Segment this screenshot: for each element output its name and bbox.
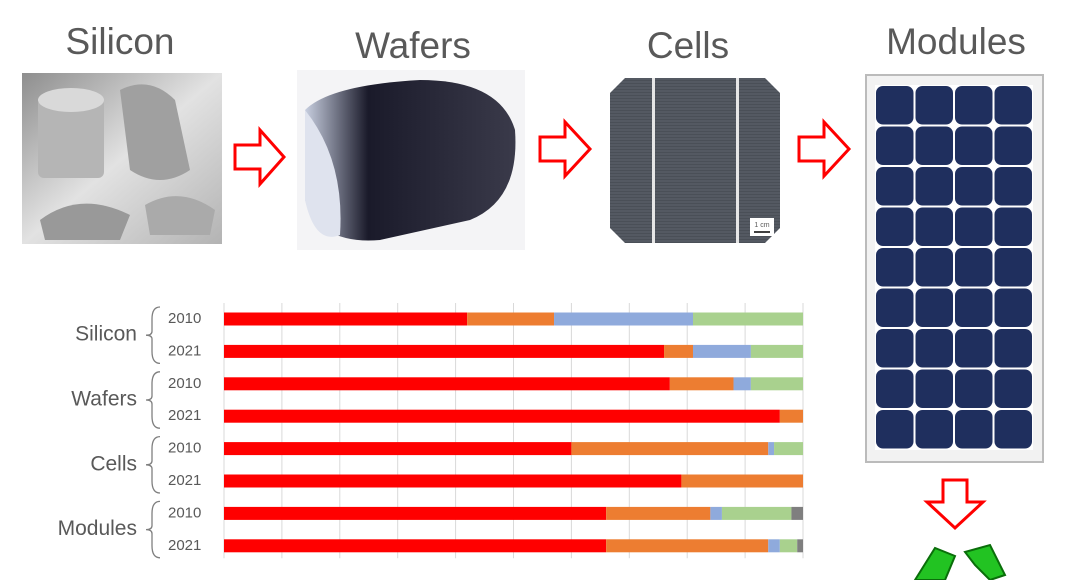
bar-segment xyxy=(224,442,572,456)
group-label: Modules xyxy=(58,517,137,540)
bar-segment xyxy=(224,312,468,326)
bar-segment xyxy=(721,506,792,520)
bar-segment xyxy=(692,312,803,326)
bar-segment xyxy=(224,409,780,423)
year-label: 2010 xyxy=(168,440,201,457)
silicon-image xyxy=(22,73,222,244)
recycle-icon xyxy=(913,543,1007,580)
bar-segment xyxy=(774,442,803,456)
bar-segment xyxy=(750,377,803,391)
cell-image: 1 cm xyxy=(610,78,780,243)
brace xyxy=(145,306,161,365)
year-label: 2021 xyxy=(168,407,201,424)
group-label: Cells xyxy=(90,452,137,475)
bar-segment xyxy=(554,312,693,326)
bar-segment xyxy=(224,539,607,553)
arrows xyxy=(233,118,987,531)
bar-segment xyxy=(606,539,769,553)
group-label: Wafers xyxy=(71,388,137,411)
bar-segment xyxy=(224,474,682,488)
bar-segment xyxy=(768,442,775,456)
year-label: 2010 xyxy=(168,375,201,392)
bar-segment xyxy=(224,506,607,520)
group-label: Silicon xyxy=(75,323,137,346)
bar-segment xyxy=(224,377,670,391)
stage-title: Cells xyxy=(647,25,729,66)
year-label: 2021 xyxy=(168,472,201,489)
bar-segment xyxy=(571,442,769,456)
bar-segment xyxy=(224,344,665,358)
year-label: 2021 xyxy=(168,537,201,554)
bar-segment xyxy=(606,506,711,520)
bar-segment xyxy=(710,506,722,520)
stage-title: Wafers xyxy=(355,25,471,66)
bar-segment xyxy=(779,539,798,553)
bar-segment xyxy=(797,539,803,553)
brace xyxy=(145,435,161,494)
bar-segment xyxy=(467,312,555,326)
bar-segment xyxy=(768,539,780,553)
bar-segment xyxy=(750,344,803,358)
brace xyxy=(145,371,161,429)
bar-segment xyxy=(791,506,803,520)
year-label: 2021 xyxy=(168,342,201,359)
wafers-image xyxy=(297,70,525,250)
bar-segment xyxy=(681,474,803,488)
bar-segment xyxy=(733,377,751,391)
brace xyxy=(145,500,161,559)
year-label: 2010 xyxy=(168,504,201,521)
bar-segment xyxy=(779,409,803,423)
bar-segment xyxy=(692,344,751,358)
stage-title: Modules xyxy=(886,21,1026,62)
scale-label: 1 cm xyxy=(754,222,769,229)
year-label: 2010 xyxy=(168,310,201,327)
bar-segment xyxy=(669,377,734,391)
bar-segment xyxy=(664,344,693,358)
stage-title: Silicon xyxy=(66,21,175,62)
chart: 2010 2021 2010 2021 2010 2021 2010 2021 Silicon W… xyxy=(58,303,804,559)
module-image xyxy=(865,74,1044,463)
